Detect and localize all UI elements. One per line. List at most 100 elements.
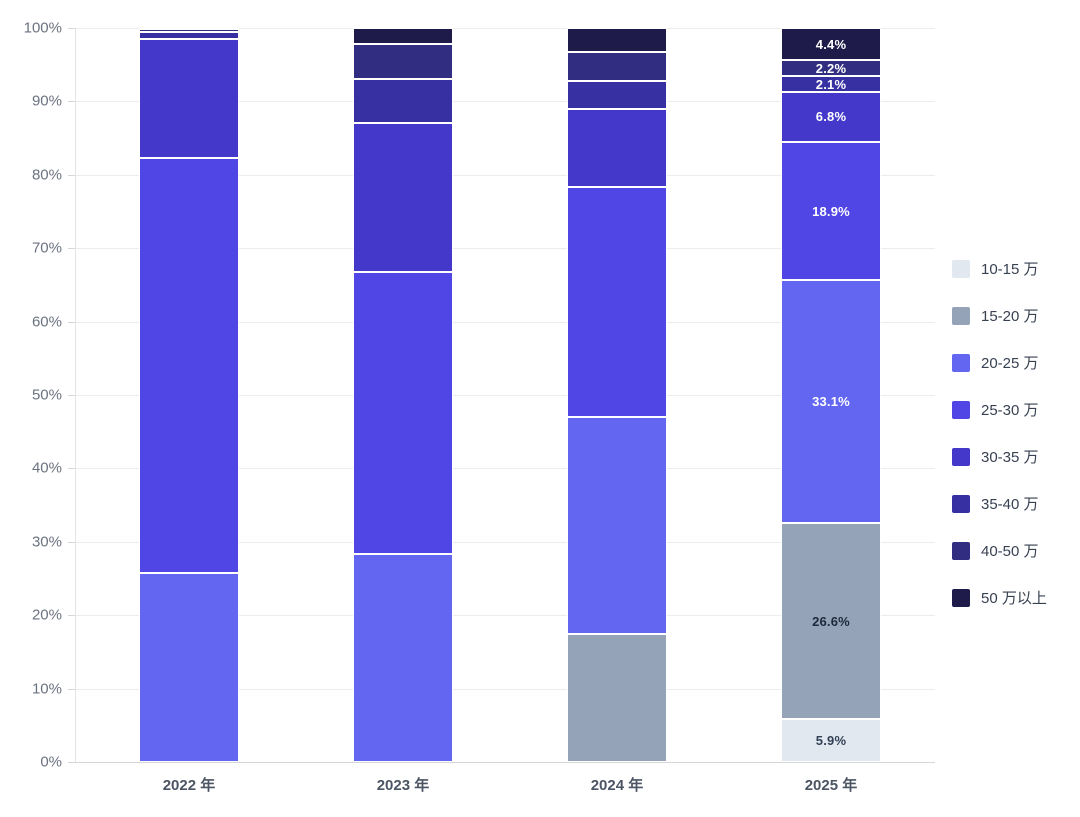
legend-label: 40-50 万 [981,543,1039,560]
bar-segment-2025年-40-50万[interactable]: 2.2% [781,60,881,77]
y-axis-tick [68,248,75,250]
y-axis-tick-label: 90% [31,92,62,110]
bar-segment-2023年-30-35万[interactable] [353,123,453,272]
y-axis-tick [68,395,75,396]
bar-segment-2023年-50万以上[interactable] [353,28,453,45]
bar-segment-2022年-40-50万[interactable] [139,29,239,32]
gridline [75,321,935,323]
gridline [75,395,935,396]
data-label: 33.1% [812,394,850,410]
y-axis-tick [68,28,75,29]
y-axis-tick [68,321,75,323]
y-axis-tick-label: 30% [31,533,62,551]
y-axis-tick-label: 100% [23,19,62,37]
data-label: 26.6% [812,613,850,629]
legend-swatch-icon [952,400,970,419]
legend-item-10-15万[interactable]: 10-15 万 [952,258,1047,279]
x-axis-line [75,762,935,763]
bar-segment-2024年-20-25万[interactable] [567,417,667,635]
legend-item-20-25万[interactable]: 20-25 万 [952,352,1047,373]
legend-swatch-icon [952,541,970,560]
bar-segment-2022年-35-40万[interactable] [139,31,239,39]
legend-swatch-icon [952,353,970,372]
y-axis-tick-label: 60% [31,313,62,331]
legend-swatch-icon [952,494,970,513]
data-label: 6.8% [815,109,847,125]
legend-item-30-35万[interactable]: 30-35 万 [952,446,1047,467]
bar-segment-2025年-10-15万[interactable]: 5.9% [781,718,881,762]
legend-swatch-icon [952,306,970,325]
bar-segment-2024年-30-35万[interactable] [567,108,667,187]
data-label: 18.9% [812,203,850,219]
bar-segment-2025年-25-30万[interactable]: 18.9% [781,141,881,281]
gridline [75,468,935,470]
bar-segment-2025年-20-25万[interactable]: 33.1% [781,280,881,524]
bar-segment-2022年-20-25万[interactable] [139,573,239,762]
y-axis-tick [68,615,75,617]
gridline [75,101,935,103]
gridline [75,28,935,29]
legend-item-15-20万[interactable]: 15-20 万 [952,305,1047,326]
y-axis-tick [68,541,75,543]
bar-segment-2022年-25-30万[interactable] [139,157,239,574]
bar-segment-2023年-25-30万[interactable] [353,271,453,555]
bar-segment-2022年-30-35万[interactable] [139,39,239,158]
legend-label: 35-40 万 [981,496,1039,513]
x-axis-label: 2025 年 [804,777,858,794]
bar-segment-2024年-50万以上[interactable] [567,28,667,53]
data-label: 4.4% [815,36,847,52]
chart-legend: 10-15 万 15-20 万 20-25 万 25-30 万 30-35 万 35-40… [952,258,1047,634]
legend-item-25-30万[interactable]: 25-30 万 [952,399,1047,420]
y-axis-tick-label: 80% [31,166,62,184]
gridline [75,174,935,176]
x-axis-label: 2024 年 [590,777,644,794]
legend-swatch-icon [952,259,970,278]
legend-item-40-50万[interactable]: 40-50 万 [952,540,1047,561]
legend-label: 30-35 万 [981,449,1039,466]
legend-label: 50 万以上 [981,590,1047,607]
bar-segment-2024年-15-20万[interactable] [567,634,667,762]
data-label: 5.9% [815,732,847,748]
bar-segment-2024年-35-40万[interactable] [567,80,667,109]
y-axis-tick-label: 20% [31,606,62,624]
bar-segment-2023年-35-40万[interactable] [353,79,453,124]
y-axis-tick-label: 50% [31,386,62,404]
legend-label: 25-30 万 [981,402,1039,419]
gridline [75,541,935,543]
y-axis-tick-label: 70% [31,239,62,257]
data-label: 2.2% [815,60,847,76]
bar-segment-2024年-40-50万[interactable] [567,52,667,81]
y-axis-tick-label: 10% [31,680,62,698]
gridline [75,688,935,690]
x-axis-label: 2022 年 [162,777,216,794]
y-axis-tick-label: 0% [40,753,62,771]
bar-segment-2025年-30-35万[interactable]: 6.8% [781,91,881,142]
y-axis-tick [68,468,75,470]
y-axis-tick [68,688,75,690]
bar-segment-2025年-50万以上[interactable]: 4.4% [781,28,881,61]
legend-label: 10-15 万 [981,261,1039,278]
x-axis-label: 2023 年 [376,777,430,794]
bar-segment-2025年-15-20万[interactable]: 26.6% [781,523,881,719]
y-axis-tick-label: 40% [31,459,62,477]
bar-segment-2023年-20-25万[interactable] [353,554,453,762]
legend-label: 20-25 万 [981,355,1039,372]
legend-item-50万以上[interactable]: 50 万以上 [952,587,1047,608]
bar-segment-2025年-35-40万[interactable]: 2.1% [781,76,881,92]
legend-swatch-icon [952,588,970,607]
gridline [75,615,935,617]
data-label: 2.1% [815,76,847,92]
legend-swatch-icon [952,447,970,466]
gridline [75,248,935,250]
legend-label: 15-20 万 [981,308,1039,325]
y-axis-tick [68,174,75,176]
y-axis-tick [68,101,75,103]
bar-segment-2022年-50万以上[interactable] [139,28,239,30]
y-axis-tick [68,762,75,763]
legend-item-35-40万[interactable]: 35-40 万 [952,493,1047,514]
bar-segment-2024年-25-30万[interactable] [567,186,667,417]
bar-segment-2023年-40-50万[interactable] [353,44,453,80]
y-axis-line [75,28,76,762]
